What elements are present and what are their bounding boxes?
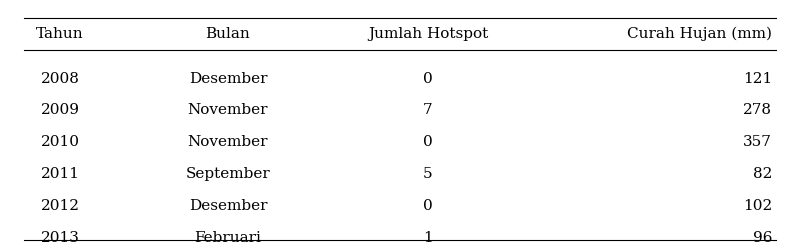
Text: November: November <box>188 104 268 118</box>
Text: Bulan: Bulan <box>206 27 250 41</box>
Text: 1: 1 <box>423 230 433 244</box>
Text: 102: 102 <box>742 199 772 213</box>
Text: 7: 7 <box>423 104 433 118</box>
Text: 2012: 2012 <box>41 199 79 213</box>
Text: 96: 96 <box>753 230 772 244</box>
Text: 121: 121 <box>742 72 772 86</box>
Text: November: November <box>188 135 268 149</box>
Text: 2011: 2011 <box>41 167 79 181</box>
Text: September: September <box>186 167 270 181</box>
Text: 2008: 2008 <box>41 72 79 86</box>
Text: 357: 357 <box>743 135 772 149</box>
Text: 2010: 2010 <box>41 135 79 149</box>
Text: 0: 0 <box>423 135 433 149</box>
Text: 0: 0 <box>423 199 433 213</box>
Text: Februari: Februari <box>194 230 262 244</box>
Text: Jumlah Hotspot: Jumlah Hotspot <box>368 27 488 41</box>
Text: 2009: 2009 <box>41 104 79 118</box>
Text: Curah Hujan (mm): Curah Hujan (mm) <box>627 26 772 41</box>
Text: 2013: 2013 <box>41 230 79 244</box>
Text: 5: 5 <box>423 167 433 181</box>
Text: Desember: Desember <box>189 199 267 213</box>
Text: Desember: Desember <box>189 72 267 86</box>
Text: Tahun: Tahun <box>36 27 84 41</box>
Text: 82: 82 <box>753 167 772 181</box>
Text: 278: 278 <box>743 104 772 118</box>
Text: 0: 0 <box>423 72 433 86</box>
